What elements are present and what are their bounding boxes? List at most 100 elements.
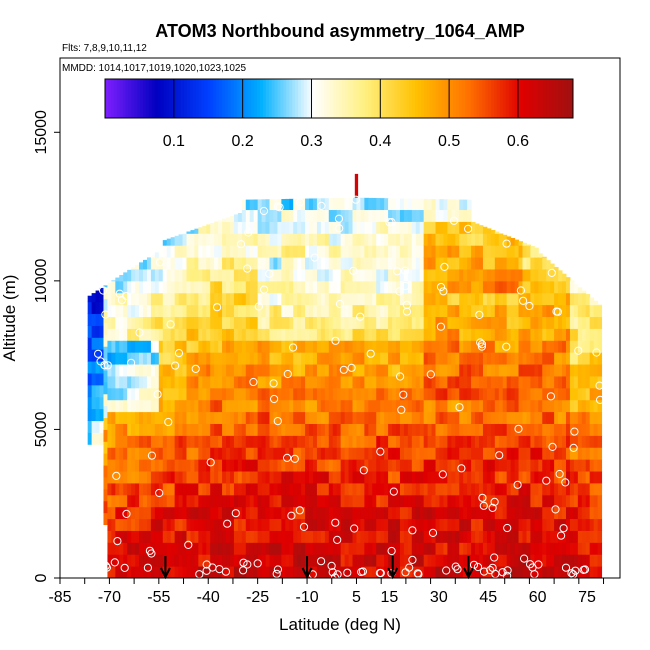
observation-point [231,509,240,518]
heatmap-cell [178,399,184,413]
heatmap-cell [534,542,539,555]
heatmap-cell [281,482,286,496]
heatmap-cell [514,566,520,578]
heatmap-cell [297,316,302,329]
heatmap-cell [538,506,543,520]
heatmap-cell [178,566,184,578]
heatmap-cell [526,364,531,377]
heatmap-cell [174,566,180,578]
heatmap-cell [178,518,184,531]
heatmap-cell [190,328,195,341]
heatmap-cell [392,423,397,436]
observation-point [290,454,299,463]
heatmap-cell [471,566,476,578]
heatmap-cell [589,375,595,389]
heatmap-cell [344,268,350,282]
heatmap-cell [589,423,595,436]
heatmap-cell [146,506,152,520]
heatmap-cell [237,530,243,543]
observation-point [570,427,579,436]
heatmap-cell [356,494,361,508]
heatmap-cell [170,566,176,578]
heatmap-cell [305,530,310,543]
heatmap-cell [380,423,385,436]
heatmap-cell [396,233,401,246]
heatmap-cell [269,316,274,329]
colorbar-segment [274,79,278,118]
heatmap-cell [139,423,144,436]
heatmap-cell [558,494,563,508]
heatmap-cell [435,494,440,508]
heatmap-cell [348,316,354,329]
heatmap-cell [115,566,120,578]
heatmap-cell [399,542,405,555]
heatmap-cell [210,233,215,246]
heatmap-cell [312,316,318,329]
colorbar-segment [339,79,343,118]
heatmap-cell [233,411,239,424]
heatmap-cell [352,459,357,472]
heatmap-cell [261,268,267,282]
heatmap-cell [115,352,120,365]
heatmap-cell [150,447,156,460]
heatmap-cell [340,304,346,318]
heatmap-cell [459,364,464,377]
heatmap-cell [562,566,567,578]
heatmap-cell [399,435,405,448]
heatmap-cell [198,227,203,234]
heatmap-cell [198,233,203,246]
heatmap-cell [328,542,334,555]
heatmap-cell [170,237,176,246]
heatmap-cell [538,340,543,353]
heatmap-cell [435,387,440,401]
heatmap-cell [229,482,235,496]
heatmap-cell [241,292,247,306]
heatmap-cell [411,340,417,353]
heatmap-cell [423,435,429,448]
heatmap-cell [502,542,508,555]
heatmap-cell [237,280,243,294]
heatmap-cell [257,280,263,294]
colorbar-segment [318,79,322,118]
heatmap-cell [593,399,599,413]
heatmap-cell [510,245,516,258]
heatmap-cell [301,482,306,496]
heatmap-cell [435,268,440,282]
heatmap-cell [281,459,286,472]
heatmap-cell [332,506,338,520]
heatmap-cell [550,482,555,496]
heatmap-cell [396,471,401,484]
heatmap-cell [514,340,520,353]
heatmap-cell [471,459,476,472]
heatmap-cell [150,352,156,365]
heatmap-cell [226,542,231,555]
heatmap-cell [534,447,539,460]
heatmap-cell [490,542,496,555]
heatmap-cell [534,399,539,413]
heatmap-cell [546,506,551,520]
heatmap-cell [407,268,413,282]
heatmap-cell [554,435,559,448]
heatmap-cell [388,518,393,531]
heatmap-cell [324,518,330,531]
heatmap-cell [490,411,496,424]
heatmap-cell [233,328,239,341]
heatmap-cell [261,221,267,234]
heatmap-cell [376,340,381,353]
heatmap-cell [546,304,551,318]
heatmap-cell [170,245,176,258]
heatmap-cell [233,245,239,258]
heatmap-cell [344,352,350,365]
heatmap-cell [593,387,599,401]
heatmap-cell [170,304,176,318]
heatmap-cell [143,259,148,270]
heatmap-cell [573,530,579,543]
heatmap-cell [356,197,361,211]
colorbar-segment [409,79,413,118]
observation-point [331,518,340,527]
heatmap-cell [435,292,440,306]
heatmap-cell [237,399,243,413]
heatmap-cell [415,530,421,543]
heatmap-cell [554,494,559,508]
heatmap-cell [569,280,575,294]
